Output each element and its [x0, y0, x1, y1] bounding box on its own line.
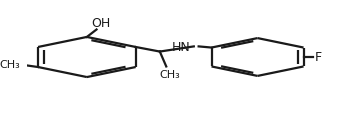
- Text: OH: OH: [92, 17, 111, 30]
- Text: CH₃: CH₃: [0, 60, 20, 70]
- Text: F: F: [315, 51, 322, 64]
- Text: HN: HN: [172, 41, 191, 53]
- Text: CH₃: CH₃: [159, 69, 180, 79]
